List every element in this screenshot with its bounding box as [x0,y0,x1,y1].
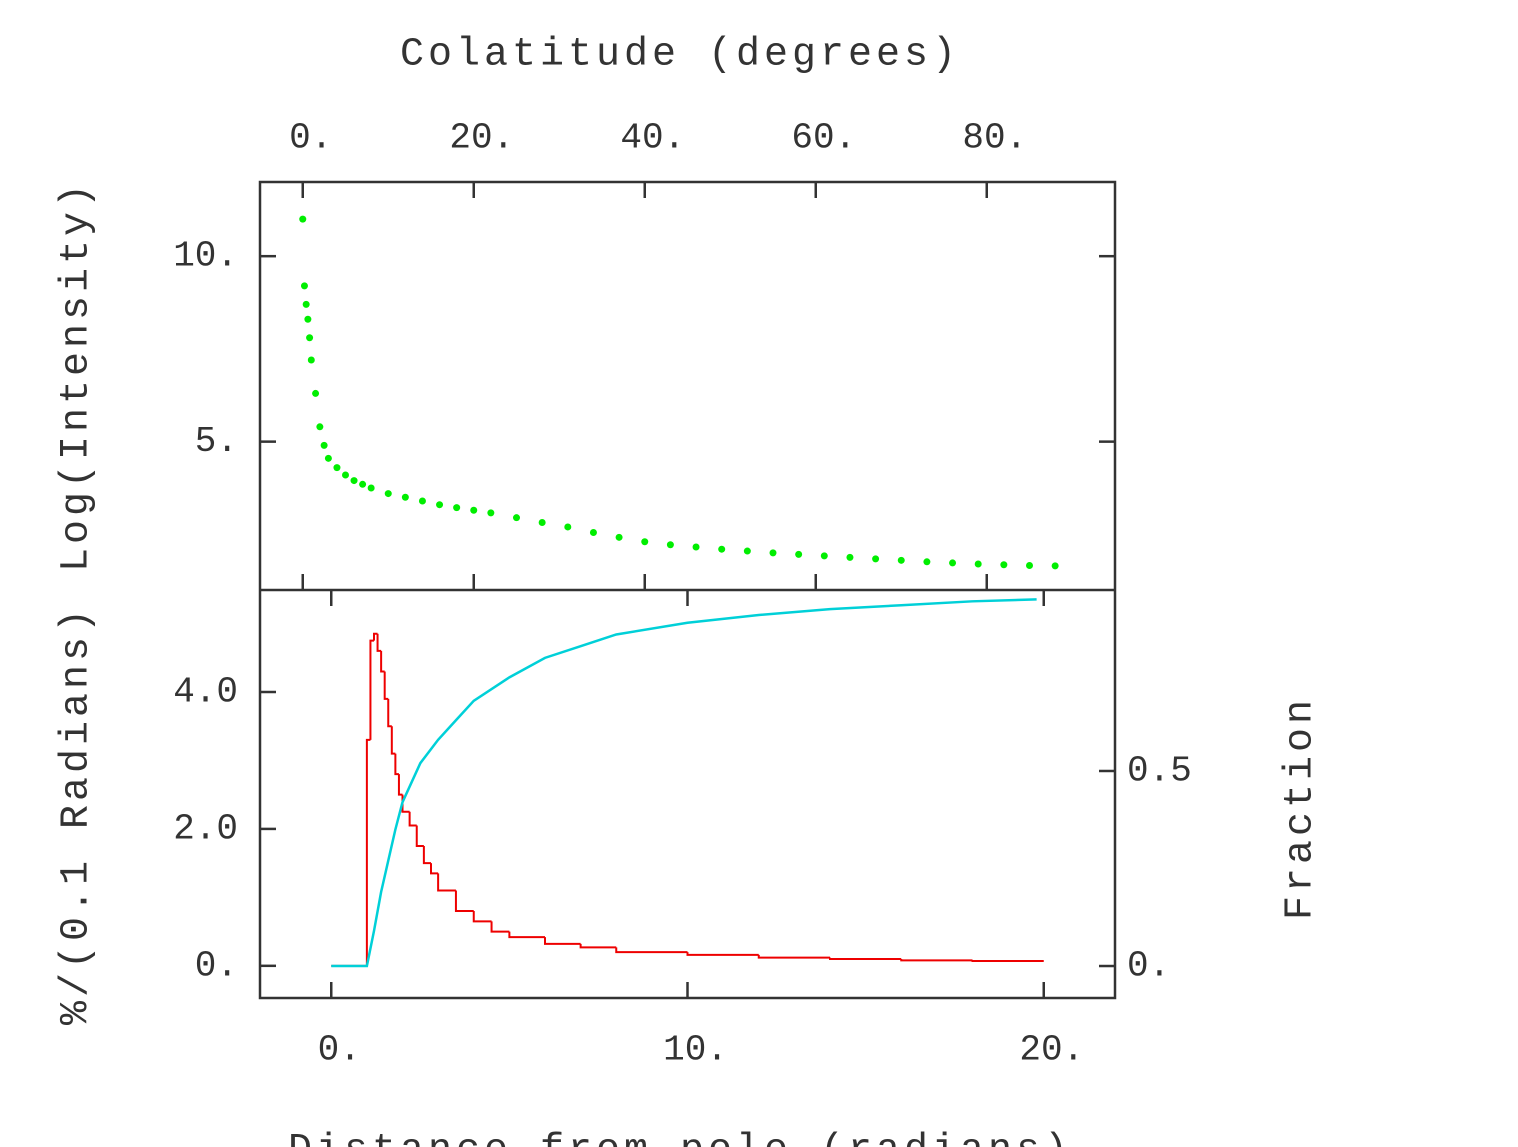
x-tick-label: 40. [620,118,685,159]
histogram-bar [508,931,545,939]
y-tick-label: 0. [195,945,238,986]
histogram-bar [376,633,382,652]
histogram-bar [422,846,431,865]
data-point [743,547,751,555]
histogram-bar [394,753,399,776]
data-point [350,477,358,485]
y-tick-label: 5. [195,421,238,462]
histogram-bar [757,954,830,959]
data-point [384,490,392,498]
data-point [923,558,931,566]
histogram-bar [415,825,424,848]
data-point [872,555,880,563]
data-point [692,543,700,551]
data-point [1026,562,1033,570]
histogram-bar [437,873,456,892]
x-tick-label: 20. [1019,1030,1084,1071]
data-point [949,559,957,567]
data-point [333,464,341,472]
data-point [1051,562,1059,570]
data-point [487,509,495,517]
data-point [820,552,828,560]
data-point [718,545,726,553]
top-x-title: Colatitude (degrees) [400,33,960,78]
data-point [316,423,324,431]
histogram-bar [900,958,973,962]
data-point [453,504,461,512]
histogram-bar [829,957,902,960]
data-point [513,514,520,522]
data-point [320,441,328,449]
histogram-bar [472,911,492,923]
histogram-bar [408,811,417,827]
histogram-bar [579,943,617,949]
y-tick-label: 4.0 [173,672,238,713]
x-tick-label: 20. [449,118,514,159]
histogram-bar [373,632,378,641]
data-point [418,497,426,505]
histogram-bar [430,863,439,875]
data-point [436,501,444,509]
histogram-bar [397,774,403,796]
data-point [367,484,375,492]
data-point [538,518,546,526]
data-point [470,506,478,514]
y-tick-label: 2.0 [173,808,238,849]
data-point [589,529,597,537]
data-point [306,334,314,342]
data-point [359,480,367,488]
data-point [299,215,307,223]
histogram-bar [383,671,389,700]
histogram-bar [544,937,581,945]
y2-title: Fraction [1279,696,1324,920]
data-point [974,560,982,568]
data-point [769,549,777,557]
x-tick-label: 0. [318,1030,361,1071]
data-point [615,533,623,541]
y2-tick-label: 0. [1127,946,1170,987]
data-point [304,315,312,323]
y-tick-label: 10. [173,236,238,277]
histogram-bar [615,947,688,954]
data-point [307,356,315,364]
x-tick-label: 60. [791,118,856,159]
data-point [1000,561,1008,569]
y2-tick-label: 0.5 [1127,751,1192,792]
data-point [342,471,349,479]
x-tick-label: 80. [962,118,1027,159]
data-point [401,493,409,501]
histogram-bar [387,698,392,728]
top-y-title: Log(Intensity) [55,180,100,572]
histogram-bar [365,738,371,966]
data-point [641,538,649,546]
x-tick-label: 0. [289,118,332,159]
cumulative-line [331,598,1037,968]
histogram-bar [686,952,759,956]
data-point [324,454,332,462]
data-point [846,553,854,561]
data-point [564,523,572,531]
data-point [302,300,310,308]
x-tick-label: 10. [663,1030,728,1071]
data-point [312,389,320,397]
histogram-bar [369,639,374,740]
histogram-bar [454,890,474,913]
bottom-y-title: %/(0.1 Radians) [55,605,100,1025]
data-point [300,282,308,290]
bottom-x-title: Distance from pole (radians) [288,1129,1072,1147]
histogram-bar [971,960,1044,963]
data-point [795,550,803,558]
data-point [897,556,905,564]
histogram-bar [490,921,510,933]
data-point [666,541,674,549]
histogram-bar [390,726,396,755]
histogram-bar [380,650,385,673]
